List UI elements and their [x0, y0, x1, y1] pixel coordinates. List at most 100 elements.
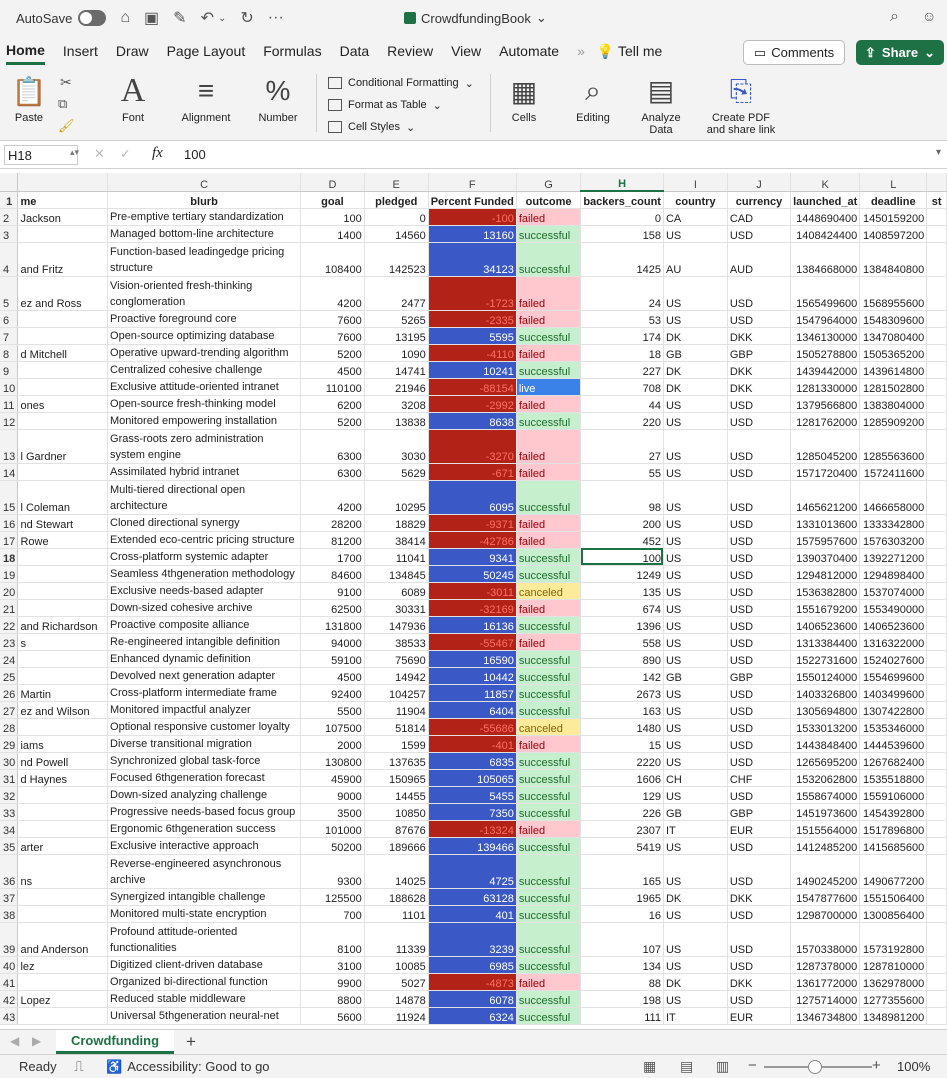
cell-goal[interactable]: 28200: [300, 514, 365, 532]
cell-backers[interactable]: 227: [580, 361, 664, 379]
cell-backers[interactable]: 55: [580, 463, 664, 481]
cell-blurb[interactable]: Enhanced dynamic definition: [107, 650, 302, 668]
row-header[interactable]: 17: [0, 531, 19, 549]
editing-button[interactable]: ⌕ Editing: [568, 70, 618, 125]
cell-empty[interactable]: [926, 344, 947, 362]
cell-country[interactable]: US: [663, 718, 728, 736]
cell-outcome[interactable]: failed: [516, 633, 582, 651]
cell-deadline[interactable]: 1466658000: [859, 480, 928, 515]
cell-backers[interactable]: 16: [580, 905, 664, 923]
cell-pledged[interactable]: 30331: [364, 599, 429, 617]
cell-goal[interactable]: 131800: [300, 616, 365, 634]
expand-formula-icon[interactable]: ▾: [936, 147, 942, 158]
paste-button[interactable]: 📋 Paste: [6, 70, 52, 125]
cell-pledged[interactable]: 1101: [364, 905, 429, 923]
cell-country[interactable]: US: [663, 480, 728, 515]
cell-backers[interactable]: 18: [580, 344, 664, 362]
cell-name[interactable]: [17, 650, 109, 668]
conditional-formatting-button[interactable]: Conditional Formatting ⌄: [328, 72, 474, 94]
autosave-toggle[interactable]: [78, 10, 107, 26]
cell-pf[interactable]: -4110: [428, 344, 517, 362]
cell-deadline[interactable]: 1307422800: [859, 701, 928, 719]
cell-blurb[interactable]: Reduced stable middleware: [107, 990, 302, 1008]
cell-deadline[interactable]: 1415685600: [859, 837, 928, 855]
cell-pf[interactable]: 6985: [428, 956, 517, 974]
cell-name[interactable]: [17, 378, 109, 396]
cell-blurb[interactable]: Diverse transitional migration: [107, 735, 302, 753]
cell-backers[interactable]: 107: [580, 922, 664, 957]
column-header[interactable]: [17, 173, 109, 192]
cell-name[interactable]: [17, 820, 109, 838]
cell-country[interactable]: DK: [663, 888, 728, 906]
analyze-data-button[interactable]: ▤ Analyze Data: [636, 70, 686, 137]
font-button[interactable]: A Font: [110, 70, 156, 124]
row-header[interactable]: 41: [0, 973, 19, 991]
cell-goal[interactable]: 9100: [300, 582, 365, 600]
cell-goal[interactable]: 4200: [300, 480, 365, 515]
cell-country[interactable]: US: [663, 616, 728, 634]
cell-blurb[interactable]: Synchronized global task-force: [107, 752, 302, 770]
cell-currency[interactable]: USD: [727, 514, 792, 532]
cell-outcome[interactable]: successful: [516, 667, 582, 685]
cell-launched[interactable]: 1558674000: [790, 786, 861, 804]
row-header[interactable]: 14: [0, 463, 19, 481]
cell-outcome[interactable]: successful: [516, 769, 582, 787]
cell-deadline[interactable]: 1408597200: [859, 225, 928, 243]
cell-name[interactable]: [17, 327, 109, 345]
row-header[interactable]: 13: [0, 429, 19, 464]
cell-goal[interactable]: 1700: [300, 548, 365, 566]
column-header[interactable]: E: [364, 173, 429, 192]
row-header[interactable]: 40: [0, 956, 19, 974]
cell-blurb[interactable]: Managed bottom-line architecture: [107, 225, 302, 243]
cell-launched[interactable]: 1281330000: [790, 378, 861, 396]
cell-country[interactable]: GB: [663, 344, 728, 362]
cell-country[interactable]: US: [663, 752, 728, 770]
cell-pf[interactable]: -2992: [428, 395, 517, 413]
cell-launched[interactable]: 1551679200: [790, 599, 861, 617]
cell-launched[interactable]: 1275714000: [790, 990, 861, 1008]
cell-goal[interactable]: 110100: [300, 378, 365, 396]
cell-empty[interactable]: [926, 531, 947, 549]
cell-country[interactable]: GB: [663, 667, 728, 685]
cell-goal[interactable]: 125500: [300, 888, 365, 906]
cell-launched[interactable]: 1533013200: [790, 718, 861, 736]
cell-name[interactable]: d Mitchell: [17, 344, 109, 362]
spreadsheet-grid[interactable]: C D E F G H I J K L 1 me blurb goal pledged Percent Fun…: [0, 173, 947, 1029]
cell-blurb[interactable]: Open-source fresh-thinking model: [107, 395, 302, 413]
cell-country[interactable]: US: [663, 599, 728, 617]
column-header[interactable]: F: [428, 173, 517, 192]
cell-currency[interactable]: USD: [727, 599, 792, 617]
cell-pf[interactable]: 16136: [428, 616, 517, 634]
cell-backers[interactable]: 1249: [580, 565, 664, 583]
cell-goal[interactable]: 9300: [300, 854, 365, 889]
cell-name[interactable]: [17, 225, 109, 243]
cell-blurb[interactable]: Focused 6thgeneration forecast: [107, 769, 302, 787]
cell-pf[interactable]: -3270: [428, 429, 517, 464]
cell-country[interactable]: US: [663, 735, 728, 753]
cell-goal[interactable]: 4500: [300, 361, 365, 379]
cell-currency[interactable]: USD: [727, 480, 792, 515]
cell-country[interactable]: US: [663, 412, 728, 430]
cell-name[interactable]: [17, 667, 109, 685]
cell-country[interactable]: US: [663, 276, 728, 311]
cell-pledged[interactable]: 142523: [364, 242, 429, 277]
cell-pledged[interactable]: 14942: [364, 667, 429, 685]
cell-blurb[interactable]: Pre-emptive tertiary standardization: [107, 208, 302, 226]
cell-empty[interactable]: [926, 395, 947, 413]
cell-currency[interactable]: USD: [727, 463, 792, 481]
row-header[interactable]: 18: [0, 548, 19, 566]
cell-blurb[interactable]: Assimilated hybrid intranet: [107, 463, 302, 481]
cell-pf[interactable]: -9371: [428, 514, 517, 532]
cell-launched[interactable]: 1390370400: [790, 548, 861, 566]
cell-pledged[interactable]: 38533: [364, 633, 429, 651]
cell-pf[interactable]: -671: [428, 463, 517, 481]
cell-country[interactable]: US: [663, 701, 728, 719]
cell-currency[interactable]: USD: [727, 429, 792, 464]
cell-backers[interactable]: 2220: [580, 752, 664, 770]
cell-pf[interactable]: -42786: [428, 531, 517, 549]
cell-currency[interactable]: USD: [727, 956, 792, 974]
cell-blurb[interactable]: Reverse-engineered asynchronous archive: [107, 854, 302, 889]
cell-outcome[interactable]: failed: [516, 344, 582, 362]
cell-blurb[interactable]: Multi-tiered directional open architectu…: [107, 480, 302, 515]
cell-outcome[interactable]: failed: [516, 820, 582, 838]
